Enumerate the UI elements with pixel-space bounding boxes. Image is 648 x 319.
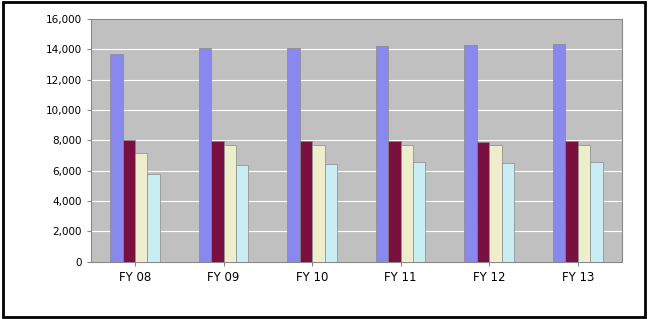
Bar (199, 48, 211, 262)
Bar (287, 48, 300, 262)
Bar (312, 145, 325, 262)
Bar (413, 162, 426, 262)
Bar (400, 145, 413, 262)
Bar (236, 165, 248, 262)
Bar (388, 141, 400, 262)
Bar (477, 142, 489, 262)
Bar (502, 163, 514, 262)
Bar (147, 174, 160, 262)
Bar (110, 54, 122, 262)
Bar (211, 141, 224, 262)
Bar (224, 145, 236, 262)
Bar (376, 47, 388, 262)
Bar (325, 164, 337, 262)
Bar (489, 145, 502, 262)
Bar (578, 145, 590, 262)
Bar (590, 162, 603, 262)
Bar (122, 140, 135, 262)
Bar (300, 141, 312, 262)
Bar (566, 141, 578, 262)
Bar (135, 153, 147, 262)
Bar (553, 44, 566, 262)
Bar (465, 45, 477, 262)
